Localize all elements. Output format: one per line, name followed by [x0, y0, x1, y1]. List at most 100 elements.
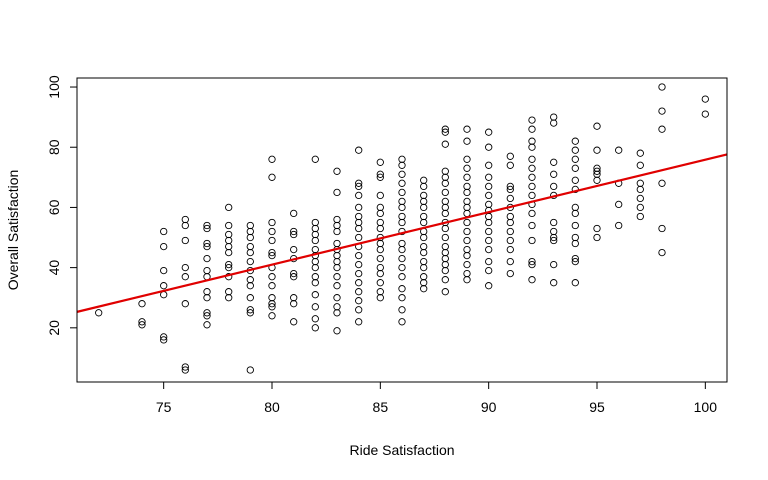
data-point — [376, 218, 384, 227]
data-point — [398, 161, 406, 169]
data-point — [485, 257, 493, 266]
data-point — [550, 279, 558, 287]
x-axis: 75 80 85 90 95 100 — [156, 381, 718, 415]
data-point — [203, 254, 211, 263]
data-point — [311, 263, 319, 272]
data-point — [311, 291, 319, 299]
data-point — [571, 137, 579, 145]
data-point — [636, 161, 644, 169]
data-point — [528, 276, 536, 284]
data-point — [593, 167, 601, 175]
data-point — [181, 221, 189, 230]
data-point — [333, 239, 341, 248]
data-point — [528, 173, 536, 181]
data-point — [398, 218, 406, 227]
data-point — [290, 273, 298, 281]
data-point — [528, 164, 536, 172]
data-point — [571, 203, 579, 212]
data-point — [485, 200, 493, 209]
data-point — [506, 218, 514, 227]
data-point — [246, 257, 254, 266]
data-point — [528, 125, 536, 133]
data-point — [290, 269, 298, 278]
data-point — [268, 227, 276, 236]
data-point — [376, 224, 384, 233]
data-point — [398, 179, 406, 187]
data-point — [528, 221, 536, 230]
data-point — [441, 266, 449, 275]
data-point — [463, 173, 471, 181]
data-point — [333, 167, 341, 175]
data-point — [225, 294, 233, 302]
data-point — [528, 182, 536, 191]
data-point — [463, 137, 471, 145]
data-point — [485, 218, 493, 227]
data-point — [225, 221, 233, 230]
data-point — [398, 239, 406, 248]
x-tick-label: 100 — [694, 399, 718, 415]
fit-line — [76, 153, 728, 313]
data-point — [463, 260, 471, 269]
data-point — [441, 224, 449, 233]
data-point — [550, 158, 558, 166]
data-point — [398, 318, 406, 326]
data-point — [355, 251, 363, 260]
data-point — [225, 248, 233, 257]
data-point — [420, 242, 428, 251]
data-point — [181, 236, 189, 245]
data-point — [485, 161, 493, 169]
data-point — [355, 182, 363, 191]
data-point — [398, 245, 406, 254]
data-point — [398, 294, 406, 302]
data-point — [355, 297, 363, 305]
data-point — [420, 248, 428, 257]
data-point — [420, 285, 428, 293]
data-point — [636, 149, 644, 157]
data-point — [290, 245, 298, 254]
data-point — [506, 185, 514, 194]
data-point — [333, 282, 341, 290]
data-point — [463, 236, 471, 245]
data-point — [311, 257, 319, 266]
data-point — [463, 188, 471, 197]
data-point — [506, 236, 514, 245]
data-point — [485, 212, 493, 221]
data-point — [398, 197, 406, 206]
data-point — [485, 143, 493, 151]
data-point — [355, 191, 363, 200]
data-point — [550, 218, 558, 227]
data-point — [658, 107, 666, 115]
x-tick-label: 80 — [264, 399, 280, 415]
data-point — [485, 191, 493, 200]
data-point — [246, 294, 254, 302]
data-point — [571, 209, 579, 218]
data-point — [398, 285, 406, 293]
data-point — [203, 221, 211, 230]
data-point — [420, 197, 428, 206]
data-point — [658, 125, 666, 133]
data-point — [420, 263, 428, 272]
data-point — [571, 146, 579, 154]
data-point — [615, 221, 623, 230]
data-point — [181, 273, 189, 281]
data-point — [268, 294, 276, 302]
data-point — [355, 203, 363, 212]
data-point — [571, 176, 579, 184]
data-point — [463, 245, 471, 254]
data-point — [528, 257, 536, 266]
data-point — [355, 269, 363, 278]
data-point — [311, 236, 319, 245]
data-point — [485, 236, 493, 245]
data-point — [160, 242, 168, 251]
data-point — [225, 230, 233, 239]
x-tick-label: 75 — [156, 399, 172, 415]
x-axis-label: Ride Satisfaction — [349, 442, 454, 458]
data-point — [355, 224, 363, 233]
data-point — [311, 279, 319, 287]
data-point — [376, 191, 384, 200]
data-point — [441, 140, 449, 148]
data-point — [463, 203, 471, 212]
data-point — [203, 288, 211, 296]
data-point — [571, 164, 579, 172]
